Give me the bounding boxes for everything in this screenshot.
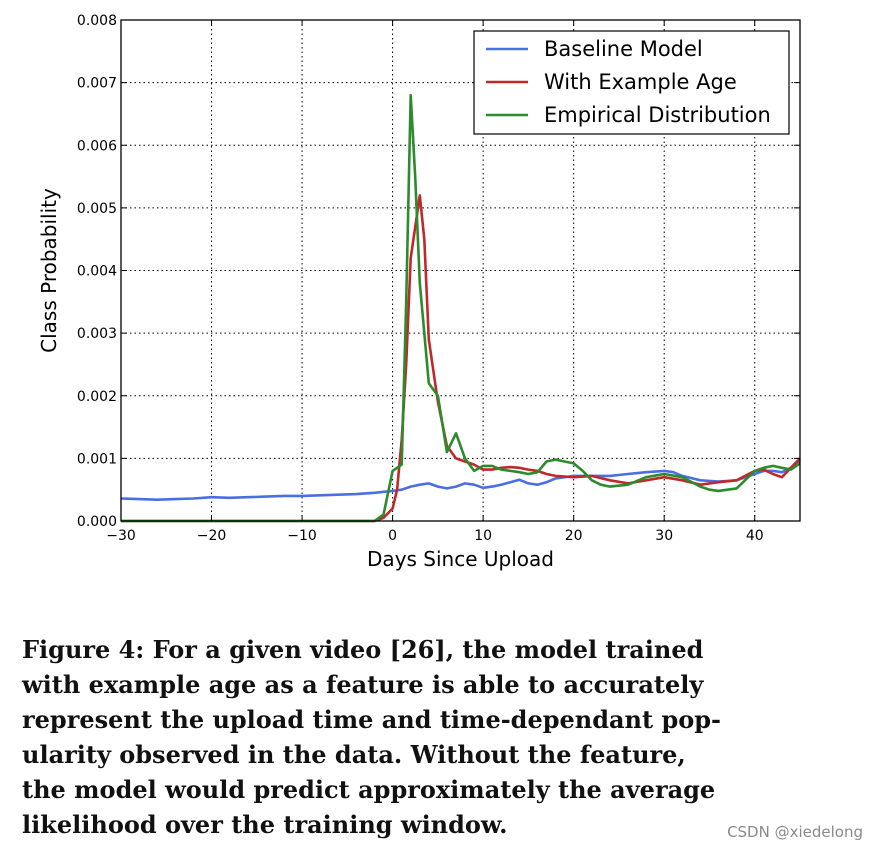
x-tick-label: −10 [287,528,317,544]
series-line-baseline-model [120,460,801,502]
y-tick-label: 0.000 [77,514,117,530]
x-tick-label: 10 [474,528,492,544]
y-tick-label: 0.008 [77,13,117,29]
watermark-text: CSDN @xiedelong [727,823,863,841]
caption-line: the model would predict approximately th… [22,775,716,804]
caption-line: likelihood over the training window. [22,810,508,839]
y-tick-label: 0.006 [77,138,117,154]
x-tick-label: 40 [746,528,764,544]
line-chart: −30 −20 −10 0 10 20 30 40 0.000 0.001 0.002 0.003 0.… [37,13,801,571]
series-line-empirical-distribution [121,93,801,523]
y-tick-label: 0.007 [77,76,117,92]
y-axis-title: Class Probability [37,188,61,353]
legend-label: With Example Age [544,70,737,94]
tick-labels: −30 −20 −10 0 10 20 30 40 0.000 0.001 0.002 0.003 0.… [77,13,764,544]
series-line-with-example-age [121,194,801,523]
x-tick-label: 30 [655,528,673,544]
caption-line: with example age as a feature is able to… [22,670,704,699]
legend-label: Empirical Distribution [544,103,771,127]
x-tick-label: 20 [565,528,583,544]
y-tick-label: 0.005 [77,201,117,217]
legend-label: Baseline Model [544,37,703,61]
chart-figure: −30 −20 −10 0 10 20 30 40 0.000 0.001 0.002 0.003 0.… [37,13,801,571]
x-tick-label: 0 [388,528,397,544]
x-tick-label: −20 [197,528,227,544]
y-tick-label: 0.002 [77,389,117,405]
caption-line: Figure 4: For a given video [26], the mo… [22,635,704,664]
series-lines [120,93,801,523]
y-tick-label: 0.003 [77,326,117,342]
y-tick-label: 0.004 [77,264,117,280]
grid-lines [121,20,800,521]
legend: Baseline Model With Example Age Empirical … [473,30,790,135]
caption-line: ularity observed in the data. Without th… [22,740,686,769]
figure-caption: Figure 4: For a given video [26], the mo… [22,632,822,842]
x-tick-label: −30 [106,528,136,544]
caption-line: represent the upload time and time-depen… [22,705,721,734]
x-axis-title: Days Since Upload [367,547,554,571]
y-tick-label: 0.001 [77,451,117,467]
tick-marks [120,19,800,522]
